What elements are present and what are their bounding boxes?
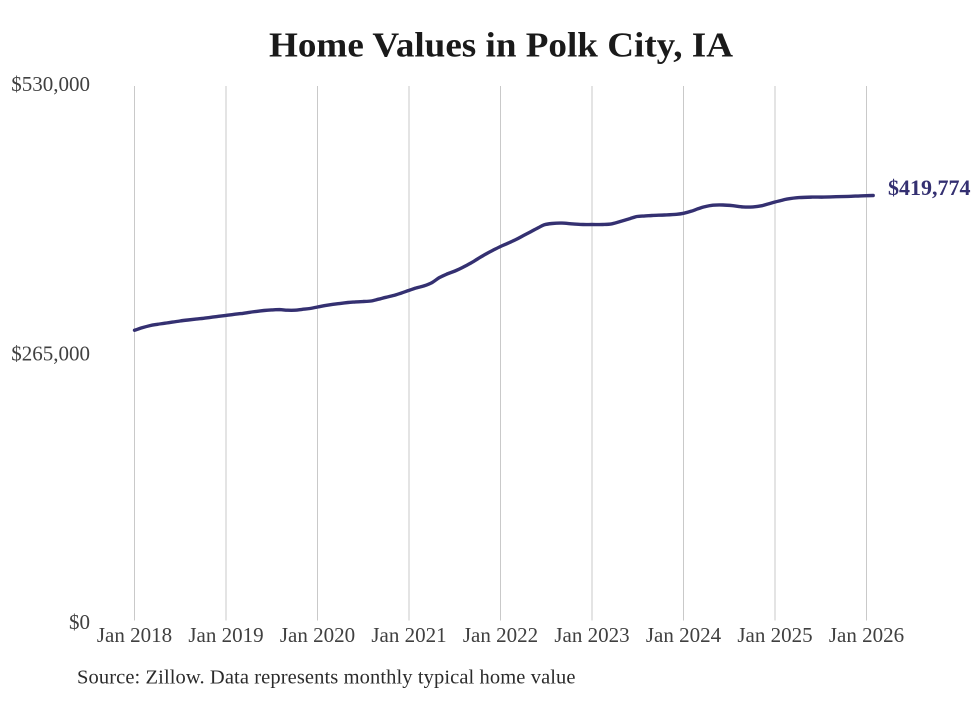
svg-text:Jan 2020: Jan 2020 bbox=[280, 623, 355, 647]
svg-text:Home Values in Polk City, IA: Home Values in Polk City, IA bbox=[269, 26, 734, 65]
svg-text:Jan 2023: Jan 2023 bbox=[554, 623, 629, 647]
svg-text:$530,000: $530,000 bbox=[11, 72, 90, 96]
svg-text:$419,774: $419,774 bbox=[888, 175, 971, 200]
svg-text:Jan 2024: Jan 2024 bbox=[646, 623, 722, 647]
svg-text:$0: $0 bbox=[69, 610, 90, 634]
svg-text:$265,000: $265,000 bbox=[11, 342, 90, 366]
svg-text:Source: Zillow. Data represent: Source: Zillow. Data represents monthly … bbox=[77, 667, 576, 689]
svg-text:Jan 2019: Jan 2019 bbox=[188, 623, 263, 647]
svg-text:Jan 2025: Jan 2025 bbox=[737, 623, 812, 647]
svg-text:Jan 2021: Jan 2021 bbox=[371, 623, 446, 647]
svg-text:Jan 2022: Jan 2022 bbox=[463, 623, 538, 647]
svg-text:Jan 2018: Jan 2018 bbox=[97, 623, 172, 647]
svg-text:Jan 2026: Jan 2026 bbox=[829, 623, 904, 647]
